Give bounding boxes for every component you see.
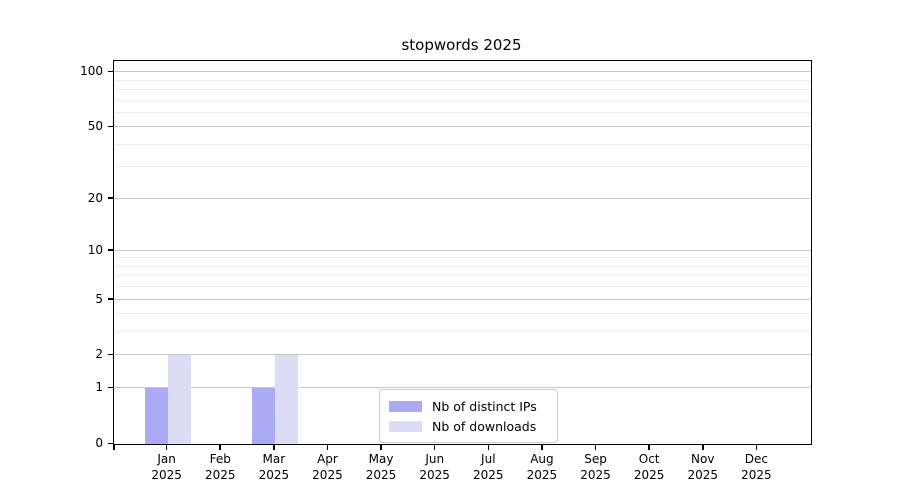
bar-nb-of-downloads-mar <box>274 355 298 444</box>
legend-label-downloads: Nb of downloads <box>432 418 537 434</box>
gridline-minor <box>114 143 811 145</box>
x-tick-month: Jul <box>481 452 496 466</box>
x-tick-mark <box>326 444 329 450</box>
y-tick-label: 5 <box>95 291 103 306</box>
y-tick-mark <box>108 70 113 73</box>
x-tick-month: Sep <box>584 452 607 466</box>
x-tick-year: 2025 <box>633 468 665 482</box>
gridline-minor <box>114 99 811 101</box>
x-tick-year: 2025 <box>258 468 290 482</box>
gridline-minor <box>114 331 811 333</box>
x-tick-year: 2025 <box>365 468 397 482</box>
x-tick-mark <box>219 444 221 450</box>
x-tick-mark <box>273 444 275 450</box>
x-tick-label: Jun 2025 <box>405 451 465 483</box>
legend-item-downloads: Nb of downloads <box>389 416 547 436</box>
y-tick-mark <box>108 353 113 356</box>
gridline-major <box>114 298 811 300</box>
x-tick-label: Nov 2025 <box>673 451 733 483</box>
x-tick-label: Sep 2025 <box>566 451 626 483</box>
gridline-minor <box>114 111 811 113</box>
chart-title: stopwords 2025 <box>401 36 522 54</box>
x-tick-month: Oct <box>638 452 660 466</box>
x-tick-year: 2025 <box>473 468 504 482</box>
legend: Nb of distinct IPs Nb of downloads <box>379 389 558 443</box>
gridline-minor <box>114 88 811 90</box>
x-tick-month: Mar <box>262 452 286 466</box>
x-tick-year: 2025 <box>312 468 343 482</box>
bar-nb-of-distinct-ips-jan <box>144 388 168 444</box>
gridline-minor <box>114 79 811 81</box>
x-tick-year: 2025 <box>151 468 182 482</box>
x-tick-mark <box>113 444 115 450</box>
gridline-minor <box>114 166 811 168</box>
x-tick-year: 2025 <box>741 468 772 482</box>
y-tick-mark <box>108 298 113 300</box>
bar-nb-of-distinct-ips-mar <box>251 388 275 444</box>
x-tick-year: 2025 <box>526 468 558 482</box>
x-tick-mark <box>648 444 650 450</box>
y-tick-mark <box>108 386 113 389</box>
x-tick-month: Nov <box>691 452 715 466</box>
plot-area <box>113 60 812 445</box>
legend-swatch-downloads <box>389 420 422 432</box>
x-tick-month: Dec <box>744 452 768 466</box>
x-tick-mark <box>702 444 704 450</box>
x-tick-label: Apr 2025 <box>297 451 357 483</box>
x-tick-year: 2025 <box>580 468 611 482</box>
gridline-minor <box>114 257 811 259</box>
legend-swatch-distinct-ips <box>389 400 422 412</box>
y-tick-label: 0 <box>95 436 103 450</box>
x-tick-year: 2025 <box>687 468 719 482</box>
x-tick-mark <box>380 444 382 450</box>
gridline-major <box>114 71 811 73</box>
y-tick-label: 20 <box>87 190 103 205</box>
x-tick-month: Jan <box>157 452 176 466</box>
y-tick-label: 100 <box>80 64 103 79</box>
x-tick-month: Apr <box>317 452 338 466</box>
x-tick-mark <box>165 444 168 450</box>
bar-nb-of-downloads-jan <box>167 355 191 444</box>
gridline-minor <box>114 286 811 288</box>
gridline-major <box>114 354 811 356</box>
x-tick-label: Feb 2025 <box>190 451 250 483</box>
x-tick-month: Feb <box>209 452 231 466</box>
x-tick-label: Aug 2025 <box>512 451 572 483</box>
x-tick-year: 2025 <box>419 468 450 482</box>
y-tick-mark <box>108 197 113 199</box>
x-tick-label: Jan 2025 <box>137 451 197 483</box>
x-tick-mark <box>755 444 758 450</box>
x-tick-label: Jul 2025 <box>458 451 518 483</box>
y-tick-label: 2 <box>95 347 103 362</box>
x-tick-label: May 2025 <box>351 451 411 483</box>
x-tick-mark <box>541 444 543 450</box>
y-tick-label: 1 <box>95 380 103 395</box>
x-tick-label: Mar 2025 <box>244 451 304 483</box>
gridline-major <box>114 197 811 199</box>
gridline-major <box>114 387 811 389</box>
gridline-major <box>114 126 811 128</box>
y-tick-label: 10 <box>87 242 103 257</box>
x-tick-label: Dec 2025 <box>726 451 786 483</box>
x-tick-month: Aug <box>530 452 554 466</box>
x-tick-label: Oct 2025 <box>619 451 679 483</box>
x-tick-mark <box>487 444 490 450</box>
y-tick-mark <box>108 442 113 444</box>
x-tick-year: 2025 <box>204 468 236 482</box>
y-tick-mark <box>108 125 113 128</box>
gridline-minor <box>114 265 811 267</box>
gridline-minor <box>114 313 811 315</box>
x-tick-mark <box>433 444 436 450</box>
legend-item-distinct-ips: Nb of distinct IPs <box>389 396 547 416</box>
y-tick-label: 50 <box>87 119 103 134</box>
x-tick-mark <box>594 444 597 450</box>
gridline-major <box>114 249 811 251</box>
x-tick-month: May <box>368 452 394 466</box>
y-tick-mark <box>108 249 113 251</box>
gridline-minor <box>114 275 811 277</box>
legend-label-distinct-ips: Nb of distinct IPs <box>432 398 537 414</box>
x-tick-month: Jun <box>425 452 445 466</box>
